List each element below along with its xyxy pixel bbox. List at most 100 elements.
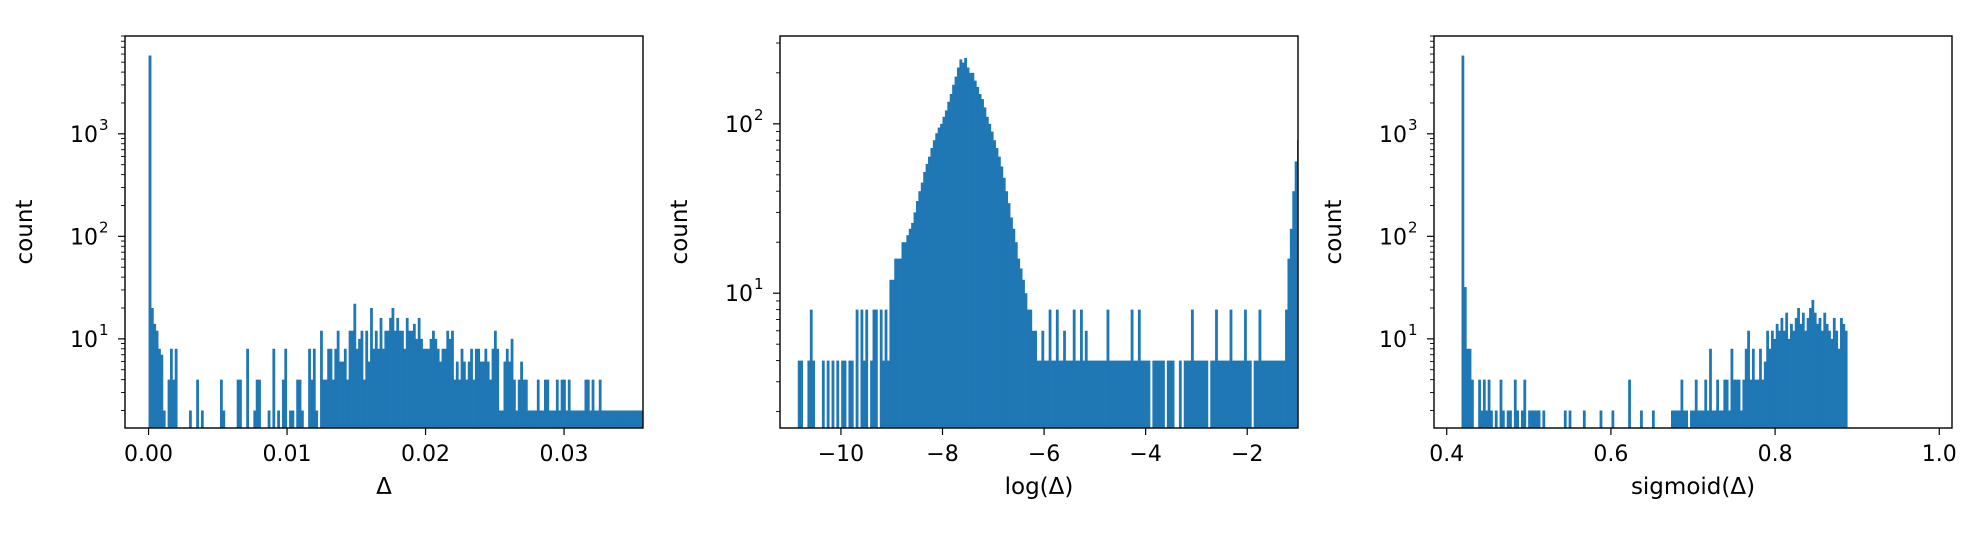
histogram-bar [1063,330,1066,428]
histogram-bar [985,116,989,428]
histogram-bar [1000,166,1004,428]
histogram-bar [1766,330,1770,428]
histogram-bar [474,348,478,428]
histogram-bar [954,76,958,428]
histogram-bar [372,348,376,428]
histogram-bar [1516,410,1520,428]
histogram-bar [1101,360,1105,428]
x-tick-label: −6 [1028,442,1060,467]
histogram-bar [396,317,400,428]
histogram-bar [610,410,614,428]
panel-sigmoid-delta-xlabel: sigmoid(Δ) [1631,474,1755,500]
histogram-bar [172,379,176,428]
histogram-bar [894,258,898,428]
histogram-bar [536,379,540,428]
histogram-bar [809,309,813,428]
y-tick-label: 10 [1379,123,1407,148]
histogram-bar [940,123,943,428]
histogram-bar [617,410,621,428]
histogram-bar [322,379,326,428]
histogram-bar [448,338,452,428]
histogram-bar [160,354,164,428]
histogram-bar [1737,379,1741,428]
histogram-bar [1227,360,1230,428]
histogram-bar [1096,360,1100,428]
histogram-bar [1304,130,1307,430]
histogram-bar [1794,317,1798,428]
histogram-bar [258,379,261,428]
histogram-bar [1253,360,1257,428]
x-tick-label: 0.6 [1593,442,1628,467]
histogram-bar [1542,410,1546,428]
histogram-bar [624,410,628,428]
histogram-bar [415,338,419,428]
histogram-bar [1060,360,1064,428]
histogram-bar [1324,361,1327,430]
histogram-bar [1075,360,1078,428]
histogram-bar [1239,360,1243,428]
histogram-bar [1682,410,1686,428]
histogram-bar [615,410,619,428]
x-tick-label: 0.8 [1758,442,1793,467]
histogram-bar [1014,242,1018,428]
histogram-bar [1701,410,1705,428]
histogram-bar [1256,360,1259,428]
histogram-bar [947,101,951,428]
histogram-bar [1200,360,1204,428]
histogram-bar [544,379,547,428]
histogram-bar [1188,360,1192,428]
histogram-bar [155,330,159,428]
histogram-bar [486,361,490,428]
histogram-bar [1055,309,1059,428]
histogram-bar [1294,161,1298,428]
histogram-bar [505,348,509,428]
histogram-bar [1231,360,1235,428]
histogram-bar [1287,258,1291,428]
histogram-bar [365,330,369,428]
histogram-bar [903,242,907,428]
histogram-bar [496,348,500,428]
histogram-bar [515,410,519,428]
histogram-bar [1478,379,1481,428]
histogram-bar [1832,317,1836,428]
histogram-bar [1285,309,1288,428]
x-tick-label: 0.4 [1429,442,1464,467]
histogram-bar [639,410,643,428]
histogram-bar [1270,360,1274,428]
histogram-bar [1203,360,1206,428]
y-tick-label: 10 [70,225,98,250]
histogram-bar [453,379,457,428]
histogram-bar [629,410,633,428]
histogram-bar [1169,360,1173,428]
histogram-bar [1582,410,1586,428]
histogram-bar [1787,338,1791,428]
histogram-bar [529,410,533,428]
histogram-bar [915,201,919,428]
histogram-bar [961,62,965,428]
histogram-bar [665,411,668,431]
histogram-bar [658,411,661,431]
histogram-bar [401,330,404,428]
histogram-bar [1780,317,1784,428]
histogram-bar [1468,348,1472,428]
histogram-bar [1070,360,1074,428]
histogram-bar [860,309,864,428]
histogram-bar [906,235,910,428]
histogram-bar [1157,360,1161,428]
histogram-bar [443,348,447,428]
x-tick-label: −8 [926,442,958,467]
panel-delta-bars [148,55,668,431]
histogram-bar [1087,360,1091,428]
histogram-bar [434,338,438,428]
histogram-bar [196,379,199,428]
histogram-bar [1094,360,1098,428]
histogram-bar [1048,309,1052,428]
histogram-bar [990,131,994,428]
histogram-bar [952,84,955,428]
histogram-bar [524,379,528,428]
y-tick-label: 10 [70,328,98,353]
histogram-bar [1319,280,1322,430]
histogram-bar [1152,360,1156,428]
histogram-bar [1302,124,1305,430]
